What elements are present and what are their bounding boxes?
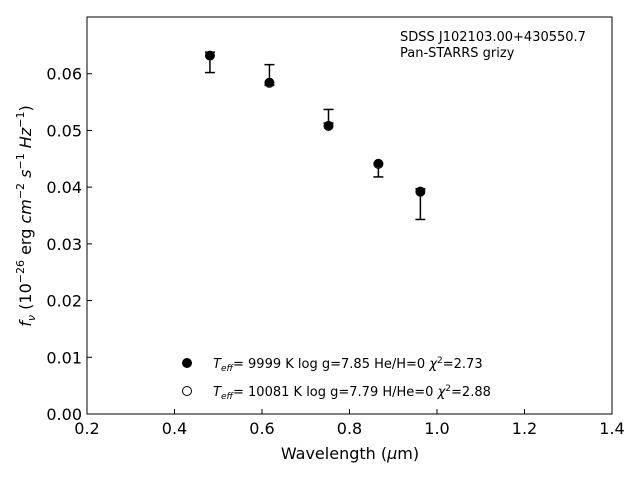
filled-circle-point xyxy=(415,187,425,197)
y-tick-label: 0.03 xyxy=(46,235,82,254)
y-tick-label: 0.06 xyxy=(46,65,82,84)
filled-circle-point xyxy=(264,77,274,87)
x-tick-label: 0.2 xyxy=(74,419,99,438)
y-ticks: 0.00 0.01 0.02 0.03 0.04 0.05 0.06 xyxy=(46,65,92,424)
filled-circle-point xyxy=(324,121,333,131)
survey-annotation: Pan-STARRS grizy xyxy=(400,46,515,61)
plot-frame xyxy=(86,16,613,415)
legend-marker-open xyxy=(182,386,192,396)
x-tick-label: 1.2 xyxy=(512,419,537,438)
legend-marker-filled xyxy=(182,358,192,368)
x-tick-label: 0.4 xyxy=(162,419,187,438)
y-tick-label: 0.04 xyxy=(46,178,82,197)
x-tick-label: 0.8 xyxy=(337,419,362,438)
legend-entry-1: Teff= 9999 K log g=7.85 He/H=0 χ2=2.73 xyxy=(213,356,483,374)
y-tick-label: 0.02 xyxy=(46,292,82,311)
y-tick-label: 0.05 xyxy=(46,121,82,140)
x-axis-title: Wavelength (μm) xyxy=(281,444,419,463)
object-name-annotation: SDSS J102103.00+430550.7 xyxy=(400,30,586,45)
x-tick-label: 1.4 xyxy=(599,419,624,438)
legend-entry-2: Teff= 10081 K log g=7.79 H/He=0 χ2=2.88 xyxy=(213,384,491,402)
x-tick-label: 1.0 xyxy=(424,419,449,438)
x-tick-label: 0.6 xyxy=(249,419,274,438)
y-axis-title: fν (10−26 erg cm−2 s−1 Hz−1) xyxy=(14,105,38,326)
model-markers xyxy=(204,50,426,197)
filled-circle-point xyxy=(373,158,383,168)
filled-circle-point xyxy=(205,51,215,61)
x-ticks: 0.2 0.4 0.6 0.8 1.0 1.2 1.4 xyxy=(74,409,625,438)
legend: Teff= 9999 K log g=7.85 He/H=0 χ2=2.73 T… xyxy=(182,356,491,402)
error-bars xyxy=(204,51,426,221)
y-tick-label: 0.00 xyxy=(46,405,82,424)
y-tick-label: 0.01 xyxy=(46,348,82,367)
